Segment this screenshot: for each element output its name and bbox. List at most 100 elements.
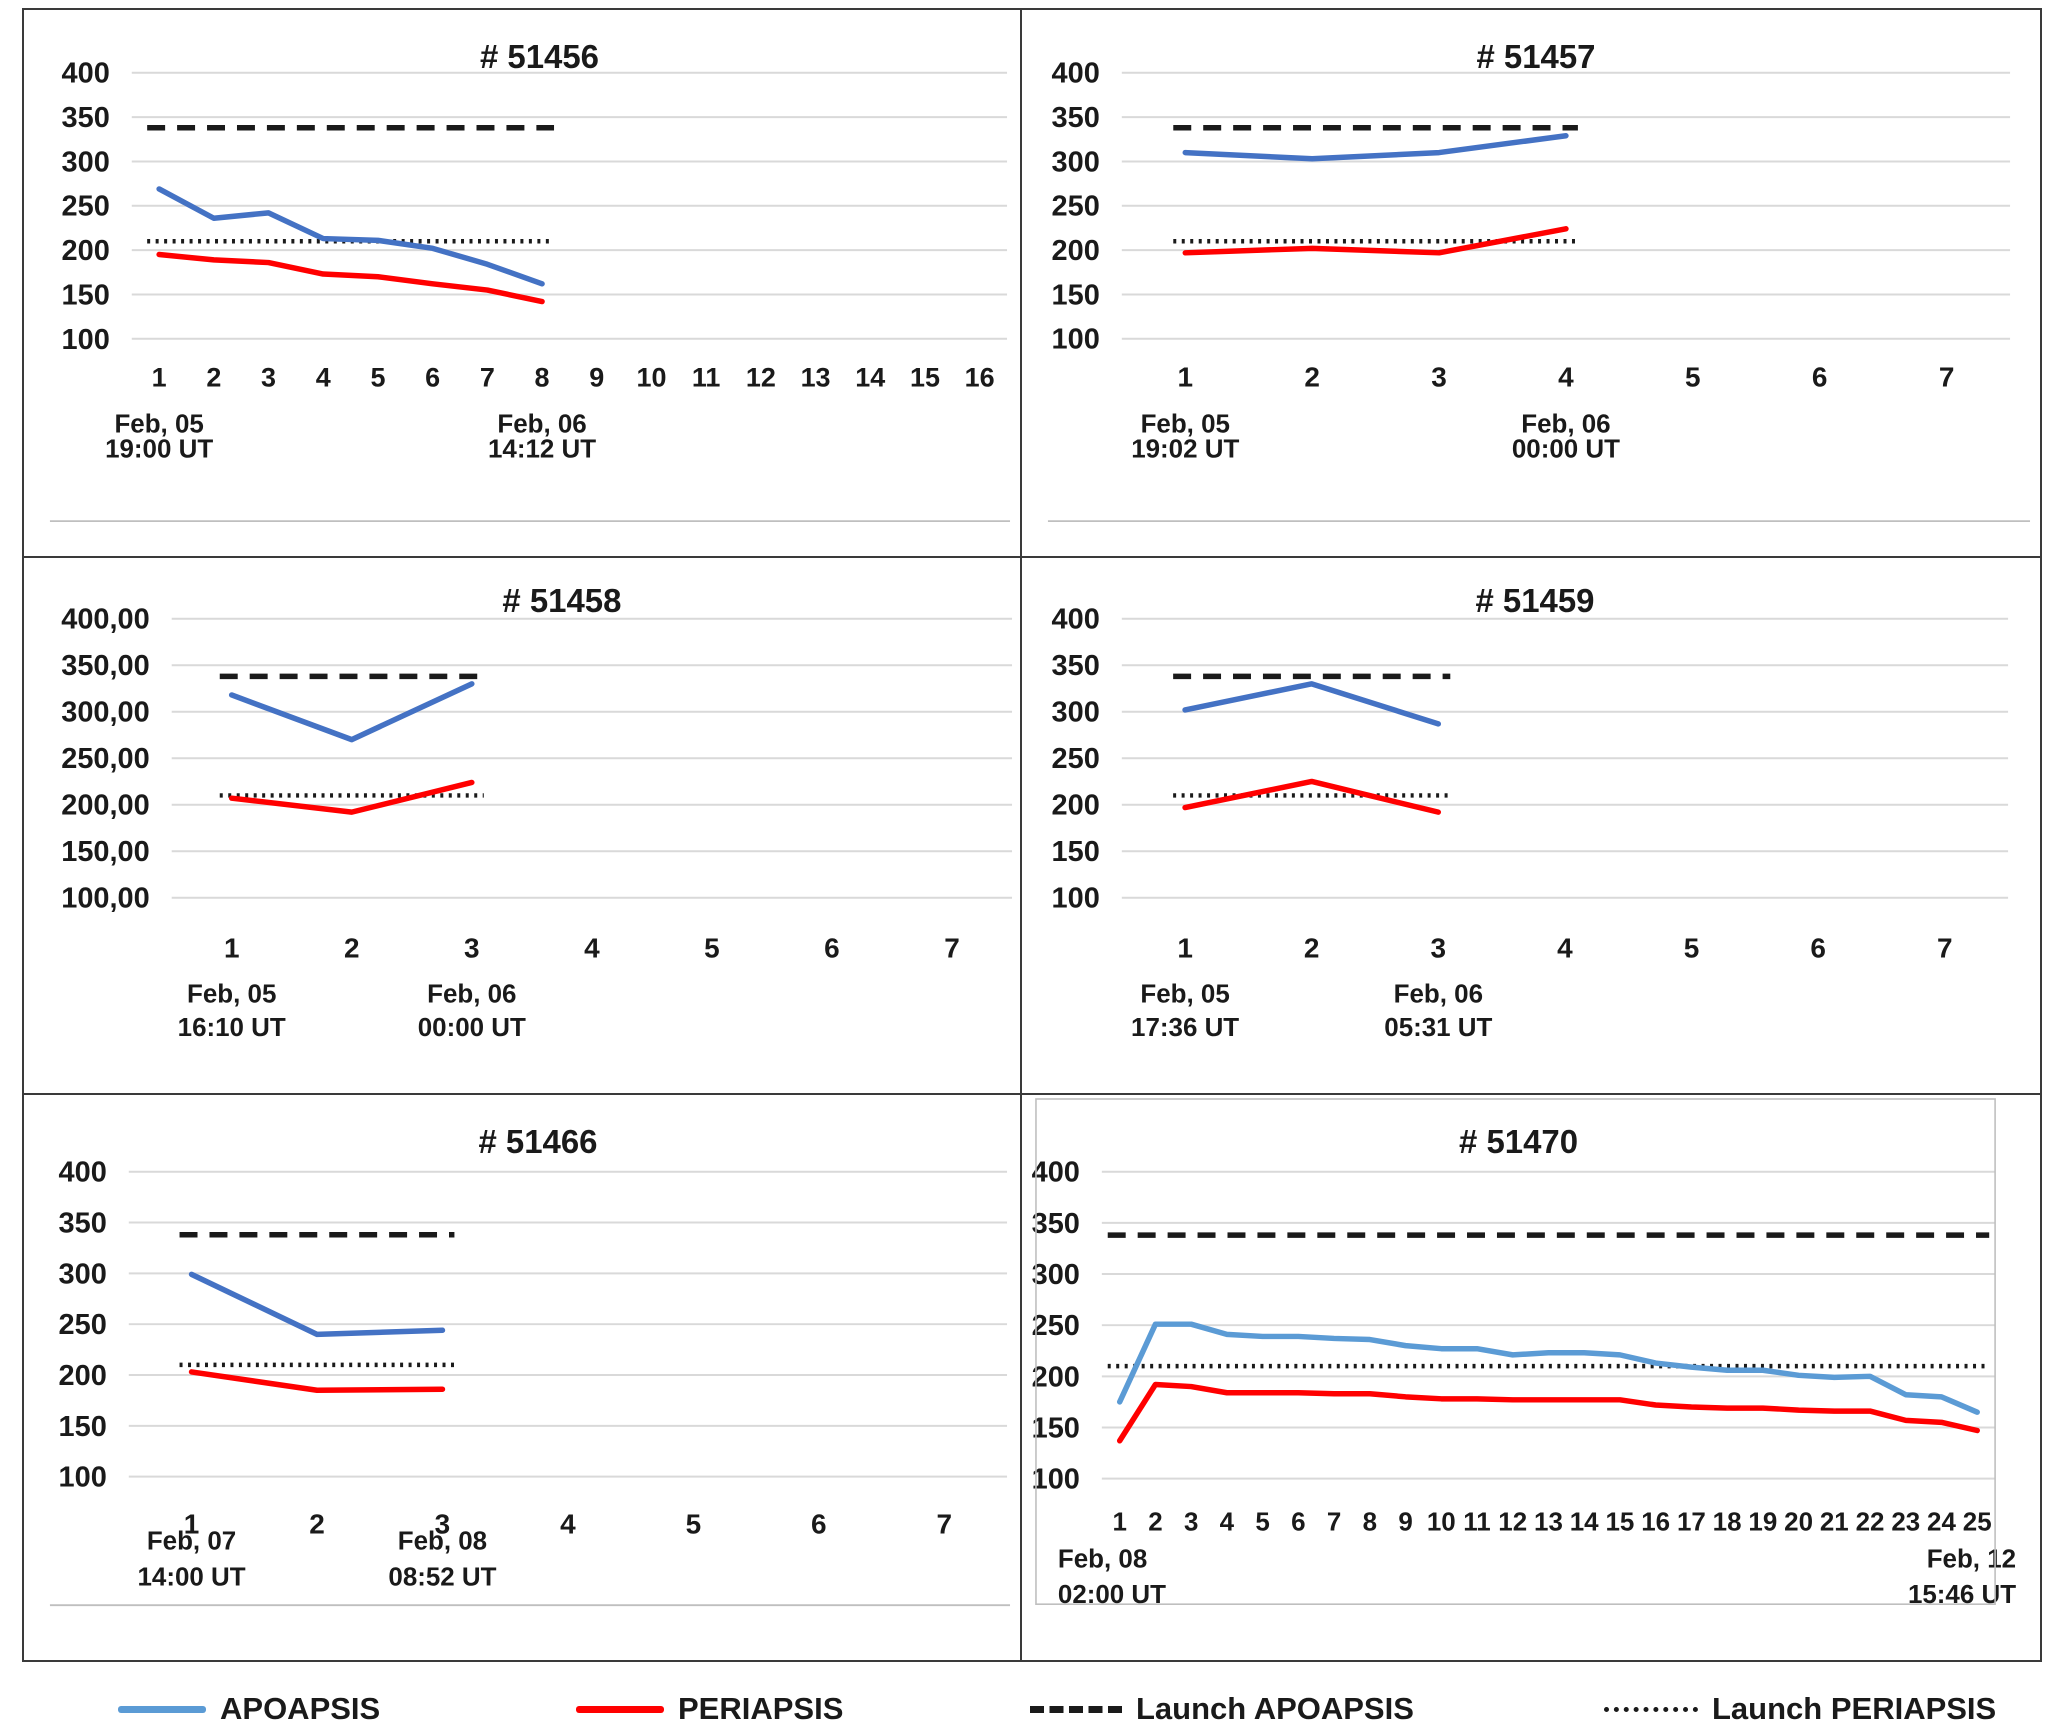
date-annotation: 19:00 UT [105, 435, 213, 463]
legend-label-launch-apoapsis: Launch APOAPSIS [1136, 1691, 1414, 1726]
y-tick-label: 250 [62, 191, 110, 223]
x-tick-label: 14 [1570, 1508, 1599, 1536]
x-tick-label: 2 [1148, 1508, 1162, 1536]
y-tick-label: 100 [62, 324, 110, 356]
date-annotation: 02:00 UT [1058, 1581, 1166, 1609]
date-annotation: 14:00 UT [137, 1563, 245, 1591]
y-tick-label: 250 [1032, 1310, 1080, 1342]
y-tick-label: 250 [59, 1309, 107, 1341]
x-tick-label: 20 [1784, 1508, 1813, 1536]
chart-51466[interactable]: 400 350 300 250 200 150 100 # 51466 1 2 3 4 5 6 7 Feb, … [24, 1095, 1020, 1660]
chart-title: # 51456 [480, 38, 599, 75]
apoapsis-line [1116, 1321, 1980, 1415]
x-tick-label: 3 [1431, 933, 1447, 964]
y-tick-label: 350 [62, 102, 110, 134]
chart-title: # 51458 [502, 582, 621, 619]
x-tick-label: 13 [1534, 1508, 1563, 1536]
date-annotation: 00:00 UT [418, 1014, 526, 1042]
x-tick-label: 4 [584, 933, 600, 964]
y-tick-label: 350 [59, 1208, 107, 1240]
periapsis-line [188, 1369, 446, 1393]
x-tick-label: 23 [1891, 1508, 1920, 1536]
chart-51457[interactable]: 400 350 300 250 200 150 100 # 51457 1 2 3 4 5 6 7 Feb, … [1022, 10, 2040, 556]
x-tick-label: 7 [1327, 1508, 1341, 1536]
chart-panel-51456[interactable]: 400 350 300 250 200 150 100 # 51456 1 2 3 4 5 6 7 8 9 10 1… [24, 10, 1022, 558]
x-tick-label: 2 [1304, 362, 1320, 393]
y-tick-label: 350 [1052, 102, 1100, 134]
y-tick-label: 250,00 [61, 743, 149, 775]
x-tick-label: 16 [965, 363, 995, 393]
y-tick-label: 350 [1052, 650, 1100, 682]
x-tick-label: 6 [425, 363, 440, 393]
date-annotation: Feb, 06 [1394, 980, 1483, 1008]
x-tick-label: 5 [1685, 362, 1701, 393]
y-tick-label: 100 [1032, 1464, 1080, 1496]
apoapsis-line [188, 1271, 446, 1338]
x-tick-label: 9 [589, 363, 604, 393]
periapsis-line [1182, 778, 1442, 815]
y-tick-label: 150 [1032, 1412, 1080, 1444]
date-annotation: Feb, 08 [1058, 1545, 1147, 1573]
date-annotation: Feb, 05 [187, 980, 276, 1008]
chart-panel-51459[interactable]: 400 350 300 250 200 150 100 # 51459 1 2 3 4 5 6 7 Feb, … [1022, 558, 2042, 1095]
chart-title: # 51457 [1476, 38, 1595, 75]
x-tick-label: 1 [1112, 1508, 1126, 1536]
chart-panel-51470[interactable]: 400 350 300 250 200 150 100 # 51470 1 2 3 4 5 6 7 8 9 10 1… [1022, 1095, 2042, 1662]
y-tick-label: 100,00 [61, 883, 149, 915]
x-tick-label: 3 [261, 363, 276, 393]
x-tick-label: 5 [1684, 933, 1700, 964]
x-tick-label: 5 [686, 1508, 702, 1539]
chart-panel-51458[interactable]: 400,00 350,00 300,00 250,00 200,00 150,00 100,… [24, 558, 1022, 1095]
y-tick-label: 300,00 [61, 697, 149, 729]
y-tick-label: 150 [1052, 836, 1100, 868]
x-tick-label: 1 [1177, 933, 1193, 964]
chart-51458[interactable]: 400,00 350,00 300,00 250,00 200,00 150,00 100,… [24, 558, 1020, 1093]
chart-title: # 51470 [1459, 1123, 1578, 1160]
date-annotation: 19:02 UT [1131, 435, 1239, 463]
x-tick-label: 12 [746, 363, 776, 393]
x-tick-label: 6 [811, 1508, 827, 1539]
y-tick-label: 300 [59, 1258, 107, 1290]
x-tick-label: 3 [1431, 362, 1447, 393]
apoapsis-line [1182, 681, 1442, 727]
x-tick-label: 7 [1937, 933, 1953, 964]
y-tick-label: 200,00 [61, 790, 149, 822]
x-tick-label: 3 [435, 1508, 451, 1539]
chart-grid: 400 350 300 250 200 150 100 # 51456 1 2 3 4 5 6 7 8 9 10 1… [22, 8, 2042, 1662]
x-tick-label: 10 [636, 363, 666, 393]
y-tick-label: 400 [62, 58, 110, 90]
date-annotation: Feb, 06 [497, 410, 586, 438]
x-tick-label: 3 [464, 933, 480, 964]
x-tick-label: 4 [1220, 1508, 1235, 1536]
x-tick-label: 18 [1713, 1508, 1742, 1536]
date-annotation: Feb, 08 [398, 1527, 487, 1555]
periapsis-line [1116, 1381, 1980, 1444]
x-tick-label: 6 [1810, 933, 1826, 964]
y-tick-label: 100 [1052, 883, 1100, 915]
legend-item-launch-periapsis: Launch PERIAPSIS [1604, 1686, 1996, 1732]
periapsis-line-sample [576, 1705, 664, 1713]
y-tick-label: 300 [1032, 1259, 1080, 1291]
chart-panel-51457[interactable]: 400 350 300 250 200 150 100 # 51457 1 2 3 4 5 6 7 Feb, … [1022, 10, 2042, 558]
chart-panel-51466[interactable]: 400 350 300 250 200 150 100 # 51466 1 2 3 4 5 6 7 Feb, … [24, 1095, 1022, 1662]
y-tick-label: 400,00 [61, 604, 149, 636]
x-tick-label: 7 [480, 363, 495, 393]
x-tick-label: 6 [824, 933, 840, 964]
x-tick-label: 2 [309, 1508, 325, 1539]
legend-label-apoapsis: APOAPSIS [220, 1691, 381, 1726]
launch-apoapsis-line-sample [1030, 1705, 1122, 1713]
y-tick-label: 150 [59, 1411, 107, 1443]
y-tick-label: 400 [1032, 1157, 1080, 1189]
date-annotation: Feb, 06 [1521, 410, 1610, 438]
chart-title: # 51459 [1475, 582, 1594, 619]
x-tick-label: 22 [1856, 1508, 1885, 1536]
x-tick-label: 1 [224, 933, 240, 964]
x-tick-label: 7 [1939, 362, 1955, 393]
periapsis-line [156, 251, 545, 305]
chart-51459[interactable]: 400 350 300 250 200 150 100 # 51459 1 2 3 4 5 6 7 Feb, … [1022, 558, 2040, 1093]
y-tick-label: 200 [59, 1360, 107, 1392]
x-tick-label: 4 [316, 363, 331, 393]
y-tick-label: 350 [1032, 1208, 1080, 1240]
